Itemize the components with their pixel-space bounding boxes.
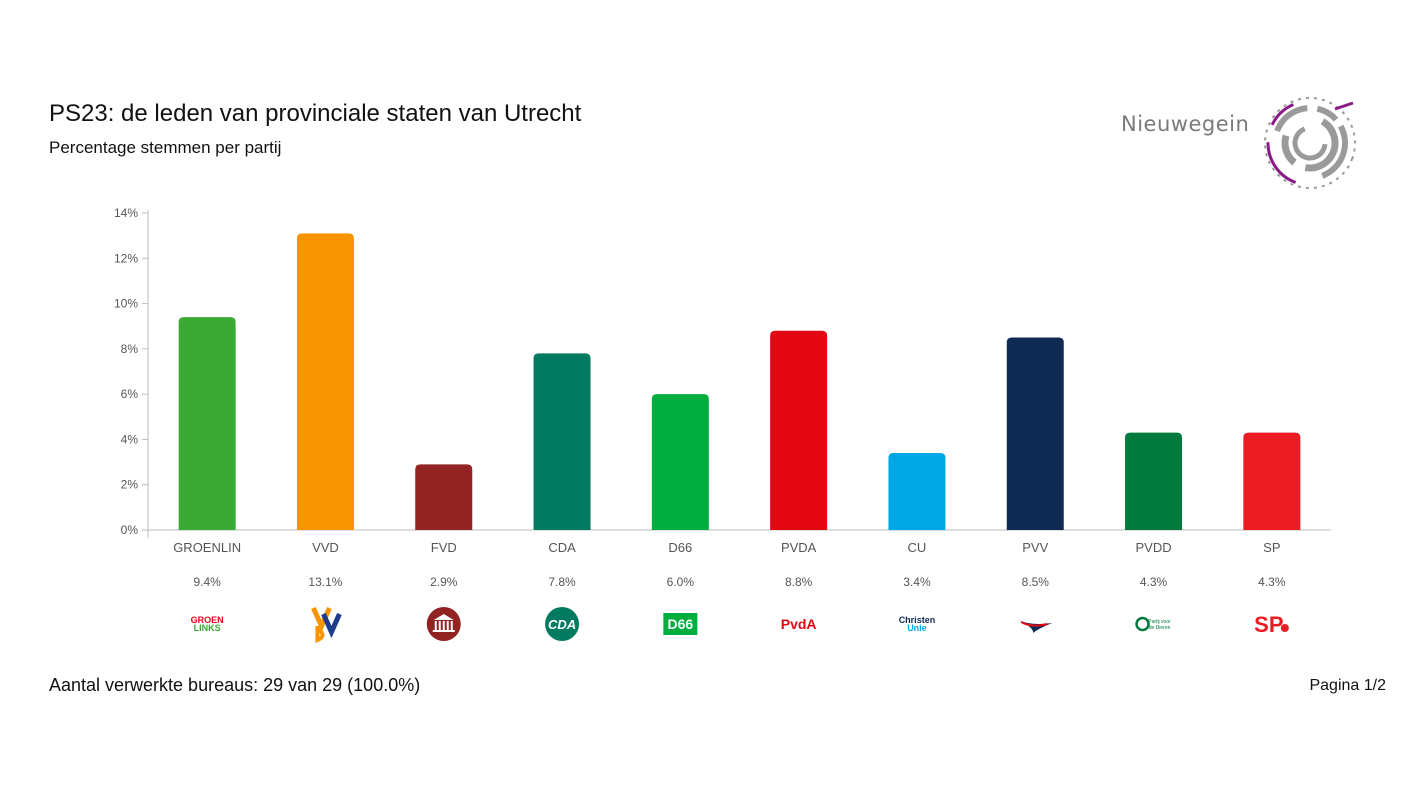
x-tick-label: CDA: [548, 540, 576, 555]
data-label: 6.0%: [667, 575, 695, 589]
value-labels: 9.4% 13.1% 2.9% 7.8% 6.0% 8.8% 3.4% 8.5% 4.3% 4.3…: [193, 575, 1285, 589]
cda-logo: CDA: [545, 607, 580, 641]
page-indicator: Pagina 1/2: [1309, 677, 1386, 694]
svg-text:D66: D66: [668, 616, 694, 632]
x-tick-label: FVD: [431, 540, 457, 555]
bureaus-status: Aantal verwerkte bureaus: 29 van 29 (100…: [49, 675, 421, 695]
sp-logo: SP: [1254, 612, 1289, 637]
svg-text:de Dieren: de Dieren: [1149, 625, 1171, 631]
bar-fvd: [415, 464, 473, 530]
data-label: 8.8%: [785, 575, 813, 589]
svg-text:PvdA: PvdA: [781, 616, 817, 632]
vvd-logo: [311, 606, 342, 643]
x-tick-label: SP: [1263, 540, 1280, 555]
bar-cu: [888, 453, 946, 530]
pvda-logo: PvdA: [781, 616, 817, 632]
y-tick-label: 8%: [121, 342, 139, 356]
y-tick-label: 14%: [114, 206, 138, 220]
pvv-logo: [1018, 620, 1053, 633]
x-tick-label: VVD: [312, 540, 339, 555]
bars: [178, 233, 1301, 530]
bar-vvd: [296, 233, 354, 530]
x-tick-label: D66: [668, 540, 692, 555]
x-axis-labels: GROENLIN VVD FVD CDA D66 PVDA CU PVV PVDD SP: [173, 540, 1280, 555]
y-tick-label: 0%: [121, 523, 139, 537]
y-tick-label: 2%: [121, 478, 139, 492]
y-tick-label: 12%: [114, 251, 138, 265]
data-label: 3.4%: [903, 575, 931, 589]
svg-text:Partij voor: Partij voor: [1148, 619, 1171, 625]
x-tick-label: PVV: [1022, 540, 1048, 555]
nieuwegein-logo-icon: [1264, 97, 1356, 189]
fvd-logo: [426, 607, 461, 641]
data-label: 2.9%: [430, 575, 458, 589]
svg-text:Unie: Unie: [907, 623, 927, 633]
brand-name: Nieuwegein: [1121, 112, 1250, 136]
page-title: PS23: de leden van provinciale staten va…: [49, 100, 582, 127]
data-label: 4.3%: [1258, 575, 1286, 589]
page-subtitle: Percentage stemmen per partij: [49, 138, 282, 157]
x-tick-label: PVDA: [781, 540, 817, 555]
bar-cda: [533, 353, 591, 530]
svg-text:GROEN: GROEN: [191, 615, 224, 625]
data-label: 9.4%: [193, 575, 221, 589]
bar-pvda: [770, 330, 828, 530]
svg-text:LINKS: LINKS: [194, 623, 221, 633]
bar-chart: 0% 2% 4% 6% 8% 10% 12% 14% GROENLIN VVD FVD CDA D66…: [114, 206, 1331, 643]
data-label: 7.8%: [548, 575, 576, 589]
x-tick-label: PVDD: [1135, 540, 1171, 555]
d66-logo: D66: [663, 613, 698, 635]
bar-groenlin: [178, 317, 236, 530]
x-tick-label: GROENLIN: [173, 540, 241, 555]
y-tick-label: 4%: [121, 432, 139, 446]
bar-sp: [1243, 432, 1301, 530]
svg-text:SP: SP: [1254, 612, 1283, 637]
svg-text:CDA: CDA: [548, 617, 576, 632]
data-label: 8.5%: [1022, 575, 1050, 589]
data-label: 4.3%: [1140, 575, 1168, 589]
bar-pvv: [1006, 337, 1064, 530]
svg-text:Christen: Christen: [899, 615, 936, 625]
bar-d66: [651, 394, 709, 530]
x-tick-label: CU: [908, 540, 927, 555]
y-tick-label: 10%: [114, 297, 138, 311]
bar-pvdd: [1125, 432, 1183, 530]
data-label: 13.1%: [308, 575, 342, 589]
y-tick-label: 6%: [121, 387, 139, 401]
